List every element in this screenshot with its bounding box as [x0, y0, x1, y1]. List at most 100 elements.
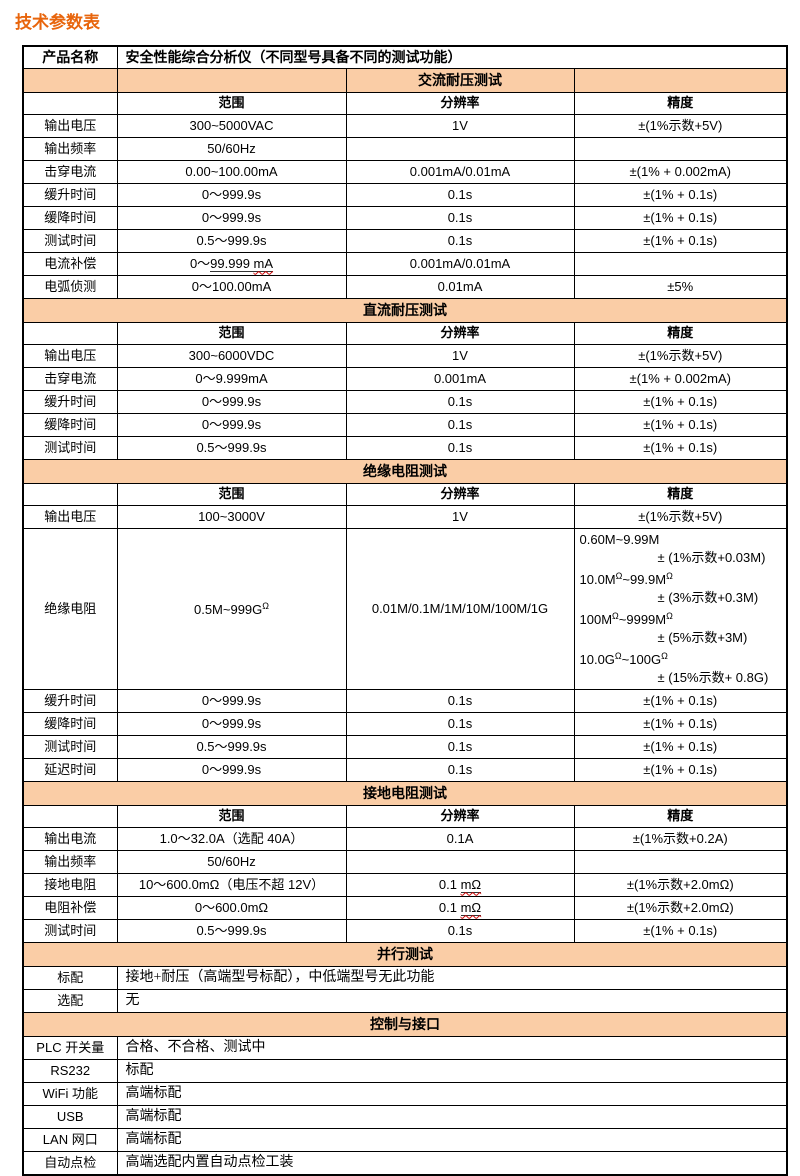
kv-value: 接地+耐压（高端型号标配），中低端型号无此功能 — [116, 966, 788, 990]
column-header: 范围 — [116, 483, 347, 506]
row-label: 测试时间 — [22, 436, 118, 460]
section-header-row: 接地电阻测试 — [22, 781, 788, 806]
section-title: 直流耐压测试 — [22, 298, 788, 323]
cell-accuracy — [573, 252, 788, 276]
spec-row: 电阻补偿 0～600.0mΩ 0.1 mΩ ±(1%示数+2.0mΩ) — [22, 896, 788, 920]
section-header-row: 直流耐压测试 — [22, 298, 788, 323]
spec-row: 标配 接地+耐压（高端型号标配），中低端型号无此功能 — [22, 966, 788, 990]
spec-row: 选配无 — [22, 989, 788, 1013]
cell-resolution: 0.1s — [345, 183, 575, 207]
cell-accuracy: ±(1% + 0.1s) — [573, 712, 788, 736]
section-header-row: 交流耐压测试 — [22, 68, 788, 93]
cell-range: 0.00~100.00mA — [116, 160, 347, 184]
cell-resolution: 0.1s — [345, 712, 575, 736]
spec-row: 输出电压 100~3000V 1V ±(1%示数+5V) — [22, 505, 788, 529]
cell-resolution: 0.1s — [345, 436, 575, 460]
spec-table-body: 产品名称 安全性能综合分析仪（不同型号具备不同的测试功能） 交流耐压测试 范围 分辨… — [22, 45, 788, 1176]
cell-accuracy: ±(1% + 0.1s) — [573, 735, 788, 759]
row-label: 标配 — [22, 966, 118, 990]
text-segment: ± (5%示数+3M) — [657, 630, 748, 645]
cell-range: 0.5～999.9s — [116, 919, 347, 943]
cell-resolution: 0.1s — [345, 689, 575, 713]
spec-row: 测试时间 0.5～999.9s 0.1s ±(1% + 0.1s) — [22, 919, 788, 943]
row-label: 延迟时间 — [22, 758, 118, 782]
cell-accuracy: ±(1% + 0.1s) — [573, 390, 788, 414]
page-title: 技术参数表 — [15, 13, 100, 32]
text-segment: ~100G — [621, 652, 662, 667]
cell-accuracy: ±(1% + 0.002mA) — [573, 160, 788, 184]
cell-accuracy: ±(1%示数+2.0mΩ) — [573, 896, 788, 920]
accuracy-line: 0.60M~9.99M — [580, 531, 782, 549]
cell-resolution: 0.001mA/0.01mA — [345, 160, 575, 184]
kv-value: 高端标配 — [116, 1105, 788, 1129]
cell-accuracy: ±(1%示数+5V) — [573, 114, 788, 138]
cell-range: 300~6000VDC — [116, 344, 347, 368]
text-segment: 10.0M — [579, 572, 616, 587]
spec-row: 缓降时间 0～999.9s 0.1s ±(1% + 0.1s) — [22, 206, 788, 230]
row-label: 击穿电流 — [22, 367, 118, 391]
kv-value: 标配 — [116, 1059, 788, 1083]
column-header-row: 范围 分辨率 精度 — [22, 322, 788, 345]
section-header-row: 并行测试 — [22, 942, 788, 967]
spec-row: 缓升时间 0～999.9s 0.1s ±(1% + 0.1s) — [22, 183, 788, 207]
cell-range: 1.0～32.0A（选配 40A） — [116, 827, 347, 851]
accuracy-line: ± (3%示数+0.3M) — [580, 589, 782, 607]
text-segment: ~9999M — [618, 612, 667, 627]
row-label: 输出电压 — [22, 505, 118, 529]
cell-accuracy: ±(1% + 0.002mA) — [573, 367, 788, 391]
cell-accuracy: ±(1% + 0.1s) — [573, 183, 788, 207]
spec-row: 缓降时间 0～999.9s 0.1s ±(1% + 0.1s) — [22, 413, 788, 437]
ohm-superscript: Ω — [666, 571, 673, 581]
kv-value: 无 — [116, 989, 788, 1013]
cell-range: 0.5～999.9s — [116, 229, 347, 253]
cell-range: 0～100.00mA — [116, 275, 347, 299]
section-title: 并行测试 — [22, 942, 788, 967]
spec-row: RS232 标配 — [22, 1059, 788, 1083]
text-segment: 0.1 — [438, 876, 461, 892]
text-segment: 0～ — [189, 255, 211, 271]
cell-resolution: 1V — [345, 505, 575, 529]
row-label: 缓升时间 — [22, 390, 118, 414]
column-header: 精度 — [573, 805, 788, 828]
cell-resolution: 0.1s — [345, 919, 575, 943]
accuracy-line: 10.0MΩ~99.9MΩ — [580, 567, 782, 589]
cell-range: 0～999.9s — [116, 758, 347, 782]
cell-accuracy: ±(1% + 0.1s) — [573, 206, 788, 230]
column-header: 精度 — [573, 92, 788, 115]
row-label: 击穿电流 — [22, 160, 118, 184]
text-segment: 0.60M~9.99M — [579, 532, 660, 547]
accuracy-line: ± (1%示数+0.03M) — [580, 549, 782, 567]
cell-range: 0～999.9s — [116, 413, 347, 437]
cell-resolution: 0.1 mΩ — [345, 873, 575, 897]
column-header: 范围 — [116, 322, 347, 345]
row-label: WiFi 功能 — [22, 1082, 118, 1106]
cell-range: 50/60Hz — [116, 850, 347, 874]
spec-row: 缓升时间 0～999.9s 0.1s ±(1% + 0.1s) — [22, 689, 788, 713]
kv-value: 高端标配 — [116, 1082, 788, 1106]
cell-range: 300~5000VAC — [116, 114, 347, 138]
column-header: 分辨率 — [345, 322, 575, 345]
section-title-spacer — [573, 68, 788, 93]
column-header-row: 范围 分辨率 精度 — [22, 483, 788, 506]
cell-resolution: 1V — [345, 114, 575, 138]
cell-accuracy: ±(1% + 0.1s) — [573, 229, 788, 253]
cell-range: 10～600.0mΩ（电压不超 12V） — [116, 873, 347, 897]
cell-range: 0～99.999 mA — [116, 252, 347, 276]
row-label: 缓升时间 — [22, 689, 118, 713]
cell-range: 0～999.9s — [116, 183, 347, 207]
spec-row: LAN 网口 高端标配 — [22, 1128, 788, 1152]
ohm-superscript: Ω — [661, 651, 668, 661]
spellcheck-underlined-unit: mΩ — [460, 899, 482, 916]
spec-row: 输出电压 300~5000VAC 1V ±(1%示数+5V) — [22, 114, 788, 138]
kv-value: 高端选配内置自动点检工装 — [116, 1151, 788, 1176]
spec-row: WiFi 功能 高端标配 — [22, 1082, 788, 1106]
text-segment: ± (1%示数+0.03M) — [657, 550, 766, 565]
column-header: 精度 — [573, 322, 788, 345]
kv-value: 高端标配 — [116, 1128, 788, 1152]
spec-row: 测试时间 0.5～999.9s 0.1s ±(1% + 0.1s) — [22, 735, 788, 759]
row-label: PLC 开关量 — [22, 1036, 118, 1060]
row-label: RS232 — [22, 1059, 118, 1083]
spec-row: 接地电阻 10～600.0mΩ（电压不超 12V） 0.1 mΩ ±(1%示数+2.0… — [22, 873, 788, 897]
column-header-spacer — [22, 322, 118, 345]
cell-resolution: 0.1s — [345, 735, 575, 759]
